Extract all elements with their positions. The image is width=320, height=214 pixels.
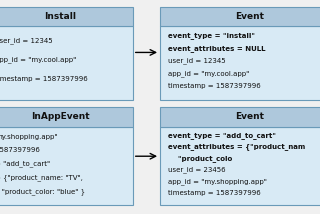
Text: event_attributes = NULL: event_attributes = NULL (168, 45, 266, 52)
Text: app_id = "my.shopping.app": app_id = "my.shopping.app" (168, 178, 267, 185)
Bar (160, 127, 320, 205)
Text: = {"product_name: "TV",: = {"product_name: "TV", (0, 174, 83, 181)
Text: Event: Event (235, 112, 264, 121)
Text: event_type = "install": event_type = "install" (168, 32, 255, 39)
Text: 1587397996: 1587397996 (0, 147, 40, 153)
Text: timestamp = 1587397996: timestamp = 1587397996 (168, 190, 261, 196)
Text: "product_color: "blue" }: "product_color: "blue" } (0, 188, 85, 195)
Text: Event: Event (235, 12, 264, 21)
Text: timestamp = 1587397996: timestamp = 1587397996 (0, 76, 88, 82)
Text: user_id = 23456: user_id = 23456 (168, 167, 226, 174)
Bar (0, 7, 133, 26)
Bar (0, 26, 133, 100)
Text: event_attributes = {"product_nam: event_attributes = {"product_nam (168, 143, 305, 150)
Bar (0, 107, 133, 127)
Text: "product_colo: "product_colo (168, 155, 232, 162)
Bar (160, 107, 320, 127)
Text: my.shopping.app": my.shopping.app" (0, 134, 58, 140)
Text: app_id = "my.cool.app": app_id = "my.cool.app" (0, 56, 76, 63)
Text: timestamp = 1587397996: timestamp = 1587397996 (168, 83, 261, 89)
Bar (160, 26, 320, 100)
Text: user_id = 12345: user_id = 12345 (0, 37, 53, 44)
Text: Install: Install (44, 12, 76, 21)
Text: event_type = "add_to_cart": event_type = "add_to_cart" (168, 132, 276, 139)
Text: user_id = 12345: user_id = 12345 (168, 57, 226, 64)
Bar (160, 7, 320, 26)
Text: InAppEvent: InAppEvent (31, 112, 89, 121)
Text: = "add_to_cart": = "add_to_cart" (0, 161, 50, 167)
Text: app_id = "my.cool.app": app_id = "my.cool.app" (168, 70, 249, 77)
Bar (0, 127, 133, 205)
